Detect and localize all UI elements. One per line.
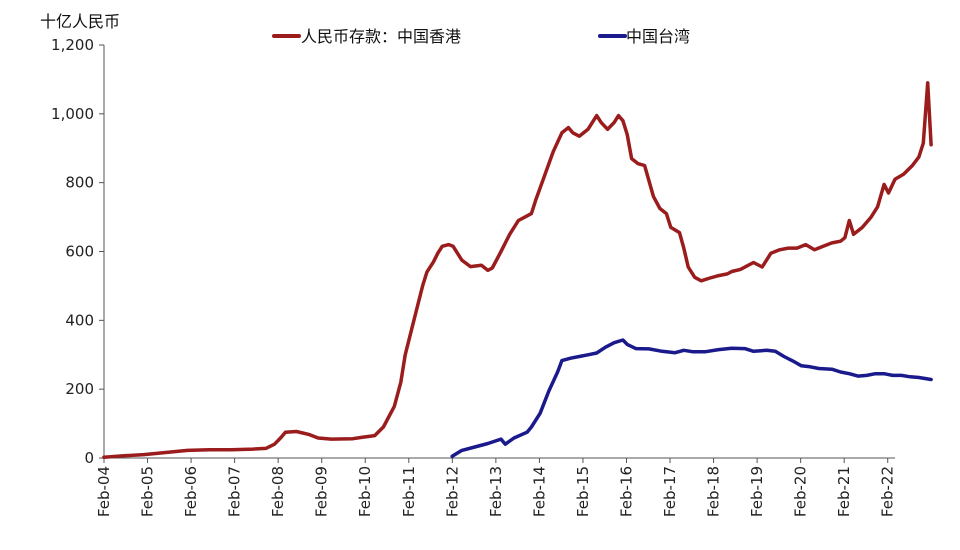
x-tick-label: Feb-13 bbox=[487, 466, 505, 517]
series-line-0 bbox=[102, 81, 933, 460]
x-tick-label: Feb-22 bbox=[879, 466, 897, 517]
series-lines bbox=[102, 81, 933, 460]
x-tick-label: Feb-10 bbox=[356, 466, 374, 517]
y-tick-label: 400 bbox=[65, 311, 94, 329]
y-tick-label: 0 bbox=[84, 449, 94, 467]
legend-label-hk: 人民币存款：中国香港 bbox=[301, 27, 461, 46]
x-tick-label: Feb-19 bbox=[748, 466, 766, 517]
x-tick-label: Feb-15 bbox=[574, 466, 592, 517]
y-tick-label: 600 bbox=[65, 243, 94, 261]
legend: 人民币存款：中国香港 中国台湾 bbox=[272, 27, 690, 46]
x-tick-label: Feb-18 bbox=[705, 466, 723, 517]
x-tick-label: Feb-12 bbox=[443, 466, 461, 517]
x-tick-label: Feb-17 bbox=[661, 466, 679, 517]
x-tick-label: Feb-16 bbox=[617, 466, 635, 517]
y-axis-ticks: 0 200 400 600 800 1,000 1,200 bbox=[51, 36, 104, 467]
x-tick-label: Feb-11 bbox=[400, 466, 418, 517]
x-tick-label: Feb-04 bbox=[95, 466, 113, 517]
legend-label-tw: 中国台湾 bbox=[626, 27, 690, 46]
y-tick-label: 1,200 bbox=[51, 36, 94, 54]
x-axis-ticks: Feb-04 Feb-05 Feb-06 Feb-07 Feb-08 Feb-09 Feb-… bbox=[95, 458, 897, 517]
x-tick-label: Feb-08 bbox=[269, 466, 287, 517]
x-tick-label: Feb-05 bbox=[139, 466, 157, 517]
x-tick-label: Feb-07 bbox=[226, 466, 244, 517]
x-tick-label: Feb-21 bbox=[835, 466, 853, 517]
series-line-1 bbox=[450, 338, 933, 459]
x-tick-label: Feb-20 bbox=[792, 466, 810, 517]
x-tick-label: Feb-14 bbox=[530, 466, 548, 517]
y-tick-label: 200 bbox=[65, 380, 94, 398]
x-tick-label: Feb-06 bbox=[182, 466, 200, 517]
y-axis-unit-label: 十亿人民币 bbox=[40, 12, 120, 31]
y-tick-label: 1,000 bbox=[51, 105, 94, 123]
x-tick-label: Feb-09 bbox=[313, 466, 331, 517]
y-tick-label: 800 bbox=[65, 174, 94, 192]
